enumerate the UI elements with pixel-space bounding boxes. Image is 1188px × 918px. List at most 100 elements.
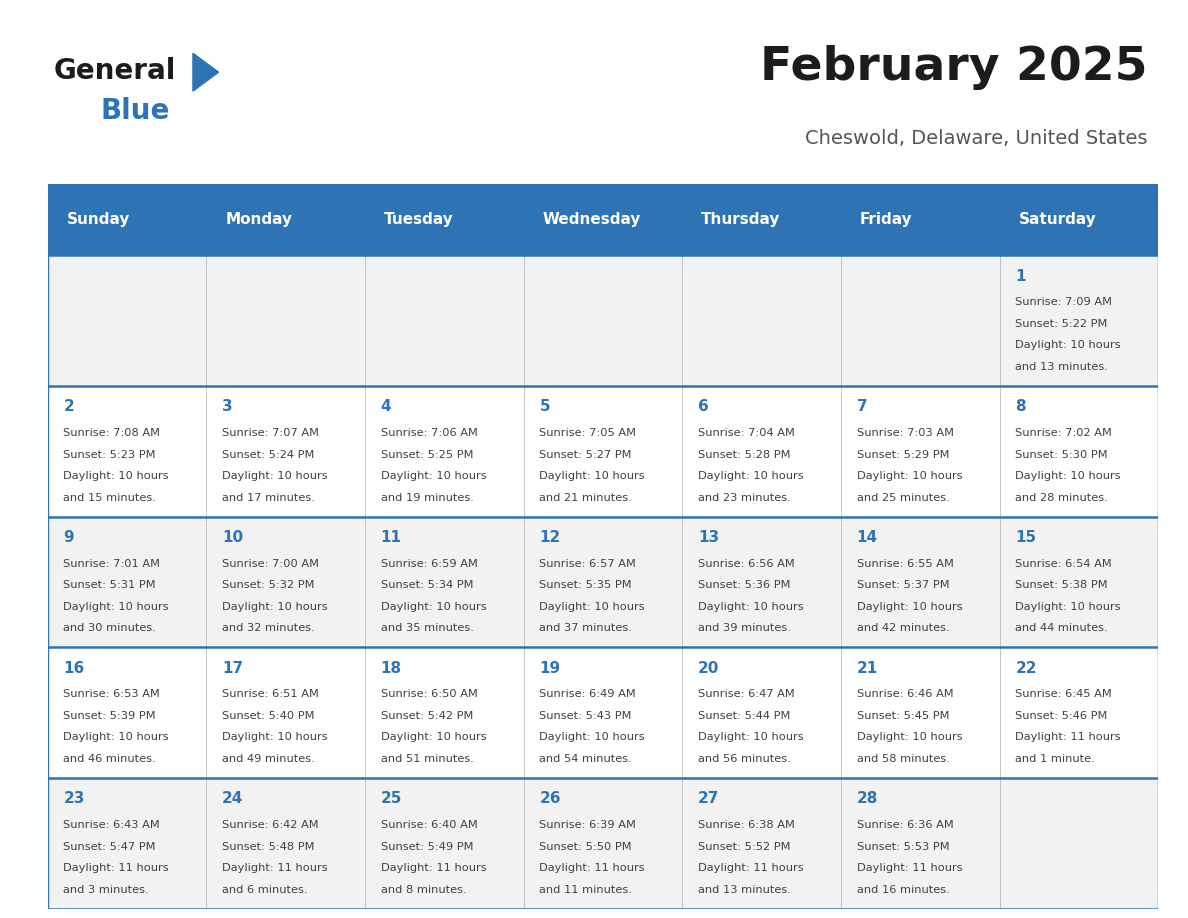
Text: Sunset: 5:24 PM: Sunset: 5:24 PM bbox=[222, 450, 315, 460]
Text: 12: 12 bbox=[539, 530, 561, 545]
Text: and 17 minutes.: and 17 minutes. bbox=[222, 493, 315, 503]
Text: Sunset: 5:43 PM: Sunset: 5:43 PM bbox=[539, 711, 632, 721]
Text: Sunset: 5:36 PM: Sunset: 5:36 PM bbox=[699, 580, 791, 590]
Text: 13: 13 bbox=[699, 530, 719, 545]
Text: and 23 minutes.: and 23 minutes. bbox=[699, 493, 791, 503]
Text: 18: 18 bbox=[380, 661, 402, 676]
Text: Sunset: 5:32 PM: Sunset: 5:32 PM bbox=[222, 580, 315, 590]
Text: Sunset: 5:31 PM: Sunset: 5:31 PM bbox=[63, 580, 156, 590]
Text: and 42 minutes.: and 42 minutes. bbox=[857, 623, 949, 633]
Text: Daylight: 10 hours: Daylight: 10 hours bbox=[857, 733, 962, 743]
Text: 17: 17 bbox=[222, 661, 244, 676]
Text: Sunrise: 6:45 AM: Sunrise: 6:45 AM bbox=[1016, 689, 1112, 700]
Text: Sunset: 5:46 PM: Sunset: 5:46 PM bbox=[1016, 711, 1108, 721]
Text: Sunrise: 6:40 AM: Sunrise: 6:40 AM bbox=[380, 820, 478, 830]
Text: 9: 9 bbox=[63, 530, 74, 545]
Text: Sunset: 5:47 PM: Sunset: 5:47 PM bbox=[63, 842, 156, 852]
Text: 1: 1 bbox=[1016, 269, 1026, 284]
Text: 19: 19 bbox=[539, 661, 561, 676]
Text: Sunrise: 7:08 AM: Sunrise: 7:08 AM bbox=[63, 428, 160, 438]
Text: Sunrise: 6:42 AM: Sunrise: 6:42 AM bbox=[222, 820, 318, 830]
Text: Daylight: 10 hours: Daylight: 10 hours bbox=[63, 733, 169, 743]
Text: Daylight: 11 hours: Daylight: 11 hours bbox=[63, 863, 169, 873]
Text: Daylight: 11 hours: Daylight: 11 hours bbox=[1016, 733, 1121, 743]
Text: and 8 minutes.: and 8 minutes. bbox=[380, 885, 467, 895]
Text: and 32 minutes.: and 32 minutes. bbox=[222, 623, 315, 633]
Text: Sunrise: 7:02 AM: Sunrise: 7:02 AM bbox=[1016, 428, 1112, 438]
Text: 27: 27 bbox=[699, 791, 720, 806]
Text: and 16 minutes.: and 16 minutes. bbox=[857, 885, 949, 895]
Text: and 30 minutes.: and 30 minutes. bbox=[63, 623, 157, 633]
Text: 6: 6 bbox=[699, 399, 709, 414]
Text: and 37 minutes.: and 37 minutes. bbox=[539, 623, 632, 633]
Text: Daylight: 10 hours: Daylight: 10 hours bbox=[222, 471, 328, 481]
Text: Sunset: 5:39 PM: Sunset: 5:39 PM bbox=[63, 711, 156, 721]
Text: Daylight: 10 hours: Daylight: 10 hours bbox=[1016, 341, 1121, 351]
Text: Sunset: 5:37 PM: Sunset: 5:37 PM bbox=[857, 580, 949, 590]
Text: and 15 minutes.: and 15 minutes. bbox=[63, 493, 157, 503]
Text: Daylight: 10 hours: Daylight: 10 hours bbox=[699, 733, 804, 743]
Text: 11: 11 bbox=[380, 530, 402, 545]
Text: General: General bbox=[53, 58, 176, 85]
Text: Sunrise: 6:46 AM: Sunrise: 6:46 AM bbox=[857, 689, 954, 700]
Text: Sunset: 5:22 PM: Sunset: 5:22 PM bbox=[1016, 319, 1108, 329]
Text: and 58 minutes.: and 58 minutes. bbox=[857, 754, 949, 764]
Text: Daylight: 10 hours: Daylight: 10 hours bbox=[380, 471, 486, 481]
Text: Daylight: 10 hours: Daylight: 10 hours bbox=[539, 601, 645, 611]
Text: Sunset: 5:29 PM: Sunset: 5:29 PM bbox=[857, 450, 949, 460]
Text: and 21 minutes.: and 21 minutes. bbox=[539, 493, 632, 503]
Text: Sunrise: 7:07 AM: Sunrise: 7:07 AM bbox=[222, 428, 320, 438]
Text: and 54 minutes.: and 54 minutes. bbox=[539, 754, 632, 764]
Text: Daylight: 10 hours: Daylight: 10 hours bbox=[1016, 601, 1121, 611]
Text: Daylight: 11 hours: Daylight: 11 hours bbox=[380, 863, 486, 873]
Text: Daylight: 10 hours: Daylight: 10 hours bbox=[63, 471, 169, 481]
Text: and 39 minutes.: and 39 minutes. bbox=[699, 623, 791, 633]
Text: 8: 8 bbox=[1016, 399, 1026, 414]
Text: Sunrise: 6:49 AM: Sunrise: 6:49 AM bbox=[539, 689, 637, 700]
Text: Sunset: 5:23 PM: Sunset: 5:23 PM bbox=[63, 450, 156, 460]
Text: Sunrise: 6:47 AM: Sunrise: 6:47 AM bbox=[699, 689, 795, 700]
Text: Sunset: 5:28 PM: Sunset: 5:28 PM bbox=[699, 450, 791, 460]
Text: Daylight: 10 hours: Daylight: 10 hours bbox=[63, 601, 169, 611]
Text: Daylight: 10 hours: Daylight: 10 hours bbox=[222, 601, 328, 611]
Text: Sunrise: 6:51 AM: Sunrise: 6:51 AM bbox=[222, 689, 318, 700]
Text: Cheswold, Delaware, United States: Cheswold, Delaware, United States bbox=[804, 129, 1148, 148]
Text: and 13 minutes.: and 13 minutes. bbox=[699, 885, 791, 895]
FancyBboxPatch shape bbox=[48, 184, 1158, 255]
FancyBboxPatch shape bbox=[48, 647, 1158, 778]
Text: 22: 22 bbox=[1016, 661, 1037, 676]
Text: Sunrise: 7:06 AM: Sunrise: 7:06 AM bbox=[380, 428, 478, 438]
Text: Sunset: 5:27 PM: Sunset: 5:27 PM bbox=[539, 450, 632, 460]
Text: February 2025: February 2025 bbox=[759, 45, 1148, 91]
Text: and 3 minutes.: and 3 minutes. bbox=[63, 885, 148, 895]
Text: Sunset: 5:42 PM: Sunset: 5:42 PM bbox=[380, 711, 473, 721]
FancyBboxPatch shape bbox=[48, 778, 1158, 909]
Text: and 49 minutes.: and 49 minutes. bbox=[222, 754, 315, 764]
Text: and 46 minutes.: and 46 minutes. bbox=[63, 754, 156, 764]
Text: Sunset: 5:30 PM: Sunset: 5:30 PM bbox=[1016, 450, 1108, 460]
Text: Daylight: 10 hours: Daylight: 10 hours bbox=[699, 471, 804, 481]
Text: Daylight: 11 hours: Daylight: 11 hours bbox=[222, 863, 328, 873]
Text: and 28 minutes.: and 28 minutes. bbox=[1016, 493, 1108, 503]
Text: Sunrise: 6:57 AM: Sunrise: 6:57 AM bbox=[539, 559, 637, 568]
Text: Sunset: 5:49 PM: Sunset: 5:49 PM bbox=[380, 842, 473, 852]
Text: and 44 minutes.: and 44 minutes. bbox=[1016, 623, 1108, 633]
Text: Sunrise: 6:36 AM: Sunrise: 6:36 AM bbox=[857, 820, 954, 830]
Text: Daylight: 10 hours: Daylight: 10 hours bbox=[857, 471, 962, 481]
Text: Thursday: Thursday bbox=[701, 212, 781, 227]
Text: 26: 26 bbox=[539, 791, 561, 806]
Text: and 19 minutes.: and 19 minutes. bbox=[380, 493, 474, 503]
Text: and 13 minutes.: and 13 minutes. bbox=[1016, 362, 1108, 372]
Text: and 11 minutes.: and 11 minutes. bbox=[539, 885, 632, 895]
Text: Sunset: 5:35 PM: Sunset: 5:35 PM bbox=[539, 580, 632, 590]
Text: Sunrise: 6:53 AM: Sunrise: 6:53 AM bbox=[63, 689, 160, 700]
Text: Daylight: 10 hours: Daylight: 10 hours bbox=[539, 733, 645, 743]
Text: Sunset: 5:34 PM: Sunset: 5:34 PM bbox=[380, 580, 473, 590]
Text: Blue: Blue bbox=[101, 96, 170, 125]
Text: and 56 minutes.: and 56 minutes. bbox=[699, 754, 791, 764]
Text: Sunset: 5:45 PM: Sunset: 5:45 PM bbox=[857, 711, 949, 721]
Text: Sunrise: 6:56 AM: Sunrise: 6:56 AM bbox=[699, 559, 795, 568]
Text: Daylight: 10 hours: Daylight: 10 hours bbox=[380, 733, 486, 743]
FancyBboxPatch shape bbox=[48, 255, 1158, 386]
Text: Daylight: 10 hours: Daylight: 10 hours bbox=[539, 471, 645, 481]
